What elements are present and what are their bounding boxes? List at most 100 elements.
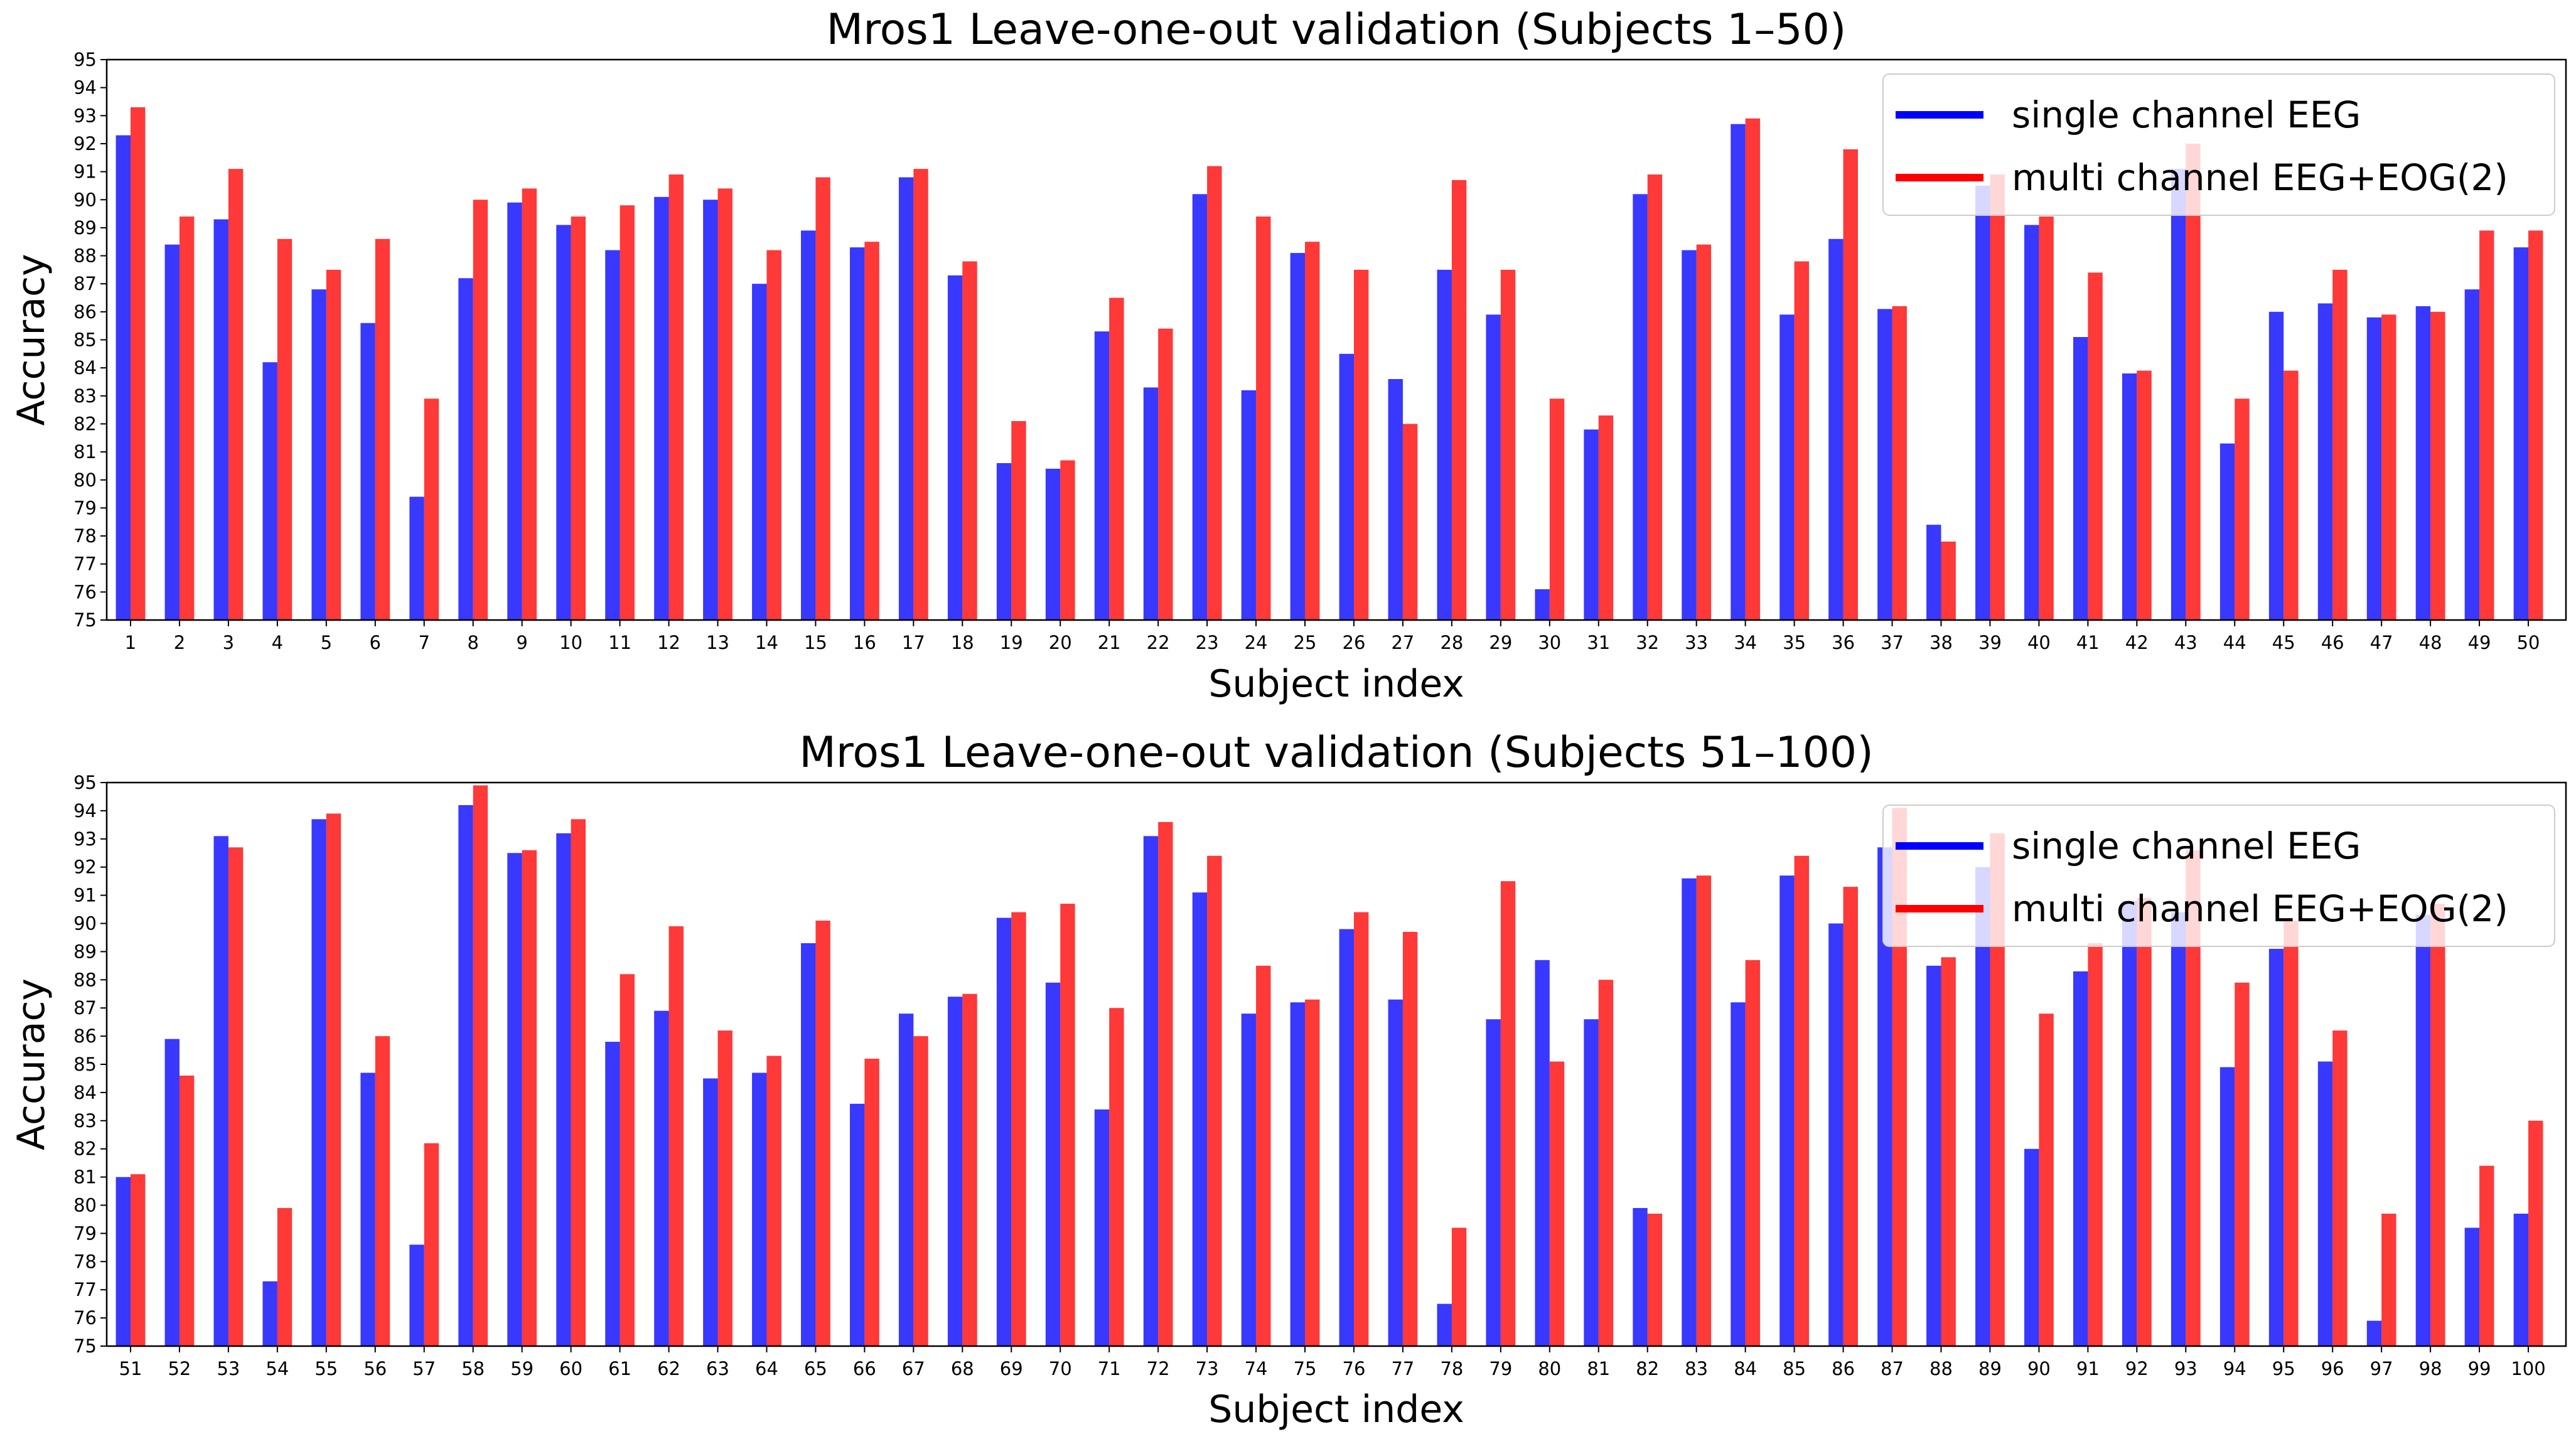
x-tick-label: 51 xyxy=(119,1358,142,1379)
legend-box xyxy=(1882,805,2555,947)
bar-multi-subject-92 xyxy=(2137,898,2152,1346)
x-tick-label: 15 xyxy=(804,632,827,653)
bar-multi-subject-31 xyxy=(1598,415,1614,620)
bar-single-subject-59 xyxy=(507,853,522,1346)
bar-single-subject-70 xyxy=(1045,982,1061,1346)
y-tick-label: 75 xyxy=(73,609,97,631)
bar-multi-subject-46 xyxy=(2332,269,2348,620)
bar-multi-subject-66 xyxy=(864,1059,879,1346)
y-axis-label: Accuracy xyxy=(9,978,53,1150)
x-tick-label: 95 xyxy=(2272,1358,2295,1379)
legend-box xyxy=(1882,73,2555,216)
x-tick-label: 99 xyxy=(2468,1358,2491,1379)
x-tick-label: 66 xyxy=(853,1358,876,1379)
y-tick-label: 85 xyxy=(73,1054,97,1075)
bar-single-subject-47 xyxy=(2366,317,2382,620)
bar-multi-subject-72 xyxy=(1158,821,1173,1346)
x-tick-label: 49 xyxy=(2468,632,2491,653)
bar-multi-subject-51 xyxy=(130,1174,146,1346)
bar-multi-subject-82 xyxy=(1647,1213,1663,1346)
bar-multi-subject-79 xyxy=(1500,881,1516,1346)
bar-single-subject-32 xyxy=(1633,194,1648,620)
x-tick-label: 97 xyxy=(2370,1358,2393,1379)
bar-single-subject-4 xyxy=(262,362,277,620)
x-tick-label: 2 xyxy=(174,632,185,653)
bar-single-subject-91 xyxy=(2073,971,2088,1346)
x-tick-label: 34 xyxy=(1734,632,1757,653)
bar-multi-subject-35 xyxy=(1794,261,1810,621)
plot-frame xyxy=(105,781,2567,1347)
bar-single-subject-55 xyxy=(311,819,326,1346)
y-tick-label: 84 xyxy=(73,1082,97,1103)
x-tick-label: 47 xyxy=(2370,632,2393,653)
bar-multi-subject-5 xyxy=(326,269,341,620)
x-tick-label: 90 xyxy=(2027,1358,2051,1379)
y-tick-label: 93 xyxy=(73,828,97,850)
x-tick-label: 74 xyxy=(1245,1358,1268,1379)
bar-multi-subject-85 xyxy=(1794,855,1810,1346)
x-tick-label: 57 xyxy=(412,1358,436,1379)
bar-single-subject-45 xyxy=(2268,311,2284,620)
x-tick-label: 40 xyxy=(2027,632,2051,653)
bar-single-subject-24 xyxy=(1241,390,1257,620)
x-tick-label: 43 xyxy=(2174,632,2198,653)
x-tick-label: 14 xyxy=(755,632,778,653)
x-tick-label: 89 xyxy=(1978,1358,2002,1379)
bar-single-subject-9 xyxy=(507,202,522,621)
bar-single-subject-67 xyxy=(898,1013,914,1346)
x-tick-label: 68 xyxy=(951,1358,974,1379)
x-tick-label: 94 xyxy=(2223,1358,2246,1379)
bar-single-subject-84 xyxy=(1731,1002,1746,1346)
bar-multi-subject-64 xyxy=(766,1056,781,1346)
bar-single-subject-60 xyxy=(556,833,571,1346)
x-tick-label: 26 xyxy=(1343,632,1366,653)
bar-single-subject-89 xyxy=(1975,867,1990,1346)
bar-multi-subject-97 xyxy=(2381,1213,2396,1346)
y-tick-label: 92 xyxy=(73,857,97,878)
bar-single-subject-61 xyxy=(605,1042,620,1346)
bar-single-subject-98 xyxy=(2415,915,2431,1346)
bar-multi-subject-14 xyxy=(766,250,781,620)
x-tick-label: 81 xyxy=(1587,1358,1610,1379)
bar-multi-subject-69 xyxy=(1011,912,1026,1346)
bar-single-subject-46 xyxy=(2317,303,2333,620)
x-tick-label: 58 xyxy=(461,1358,485,1379)
bar-multi-subject-7 xyxy=(424,398,439,620)
x-tick-label: 7 xyxy=(419,632,430,653)
y-tick-label: 88 xyxy=(73,245,97,267)
x-tick-label: 10 xyxy=(559,632,582,653)
bar-single-subject-42 xyxy=(2122,373,2137,620)
bar-multi-subject-21 xyxy=(1109,297,1124,620)
x-tick-label: 76 xyxy=(1343,1358,1366,1379)
y-tick-label: 80 xyxy=(73,1195,97,1216)
y-tick-label: 92 xyxy=(73,133,97,154)
x-tick-label: 70 xyxy=(1049,1358,1072,1379)
x-tick-label: 35 xyxy=(1783,632,1806,653)
legend-label-multi: multi channel EEG+EOG(2) xyxy=(2012,156,2508,199)
bar-single-subject-41 xyxy=(2073,337,2088,620)
x-tick-label: 27 xyxy=(1391,632,1414,653)
y-tick-label: 77 xyxy=(73,1279,97,1300)
bar-multi-subject-8 xyxy=(473,200,488,620)
bar-multi-subject-17 xyxy=(913,169,928,620)
y-tick-label: 77 xyxy=(73,554,97,575)
bar-multi-subject-63 xyxy=(717,1030,733,1346)
bar-multi-subject-95 xyxy=(2284,921,2299,1346)
x-tick-label: 65 xyxy=(804,1358,827,1379)
y-tick-label: 76 xyxy=(73,581,97,602)
x-tick-label: 64 xyxy=(755,1358,778,1379)
bar-single-subject-96 xyxy=(2317,1061,2333,1346)
x-tick-label: 38 xyxy=(1929,632,1953,653)
y-tick-label: 89 xyxy=(73,941,97,962)
bar-single-subject-39 xyxy=(1975,185,1990,620)
x-tick-label: 37 xyxy=(1881,632,1904,653)
bar-multi-subject-80 xyxy=(1549,1061,1565,1346)
bar-single-subject-5 xyxy=(311,289,326,620)
x-tick-label: 77 xyxy=(1391,1358,1414,1379)
x-tick-label: 8 xyxy=(467,632,478,653)
x-tick-label: 78 xyxy=(1440,1358,1463,1379)
bar-multi-subject-86 xyxy=(1843,887,1858,1346)
bar-multi-subject-52 xyxy=(179,1075,195,1346)
bar-multi-subject-89 xyxy=(1990,833,2005,1346)
bar-single-subject-30 xyxy=(1535,589,1550,620)
